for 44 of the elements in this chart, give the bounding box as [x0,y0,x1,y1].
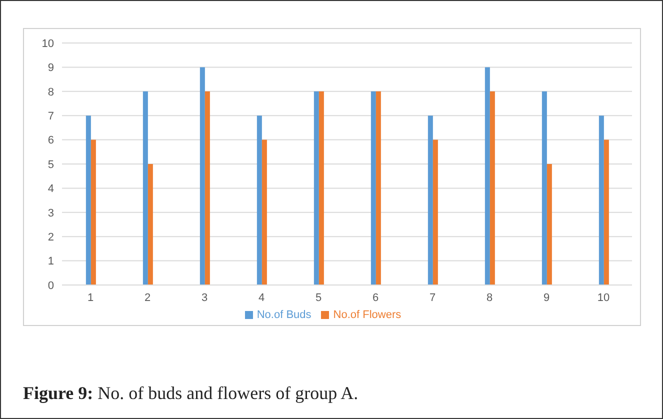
y-tick-label: 1 [48,256,54,268]
y-tick-label: 4 [48,183,54,196]
y-tick-label: 6 [48,134,54,147]
bar [546,164,552,285]
legend-label: No.of Buds [256,309,312,321]
bar [598,116,604,285]
bar [200,67,205,285]
bar [314,91,319,285]
bar [262,140,267,285]
x-tick-label: 8 [486,292,493,304]
bar [428,116,433,285]
bar [484,67,490,285]
legend-label: No.of Flowers [333,309,402,321]
y-tick-label: 8 [48,86,54,98]
bar [432,140,438,285]
bar [90,140,96,285]
x-tick-label: 6 [372,292,379,304]
y-tick-label: 5 [48,158,54,171]
bar [318,91,324,285]
y-tick-label: 9 [48,62,54,74]
x-tick-label: 7 [429,292,436,304]
bar [376,91,381,285]
y-tick-label: 3 [48,207,54,220]
bar [148,164,153,285]
bar [604,140,609,285]
bar [370,91,376,285]
bar [490,91,495,285]
x-tick-label: 4 [258,292,265,304]
y-tick-label: 2 [48,232,54,244]
y-tick-label: 10 [42,38,54,50]
bar [204,91,210,285]
x-tick-label: 10 [597,292,610,304]
x-tick-label: 1 [87,292,94,304]
caption: Figure 9: No. of buds and flowers of group A. [23,383,358,404]
bar [542,91,547,285]
x-tick-label: 2 [144,292,151,304]
x-tick-label: 3 [201,292,208,304]
bar [142,91,148,285]
y-tick-label: 7 [48,110,54,123]
y-tick-label: 0 [48,280,54,292]
bar [86,116,91,285]
bar [256,116,262,285]
x-tick-label: 9 [543,292,550,304]
x-tick-label: 5 [315,292,322,304]
